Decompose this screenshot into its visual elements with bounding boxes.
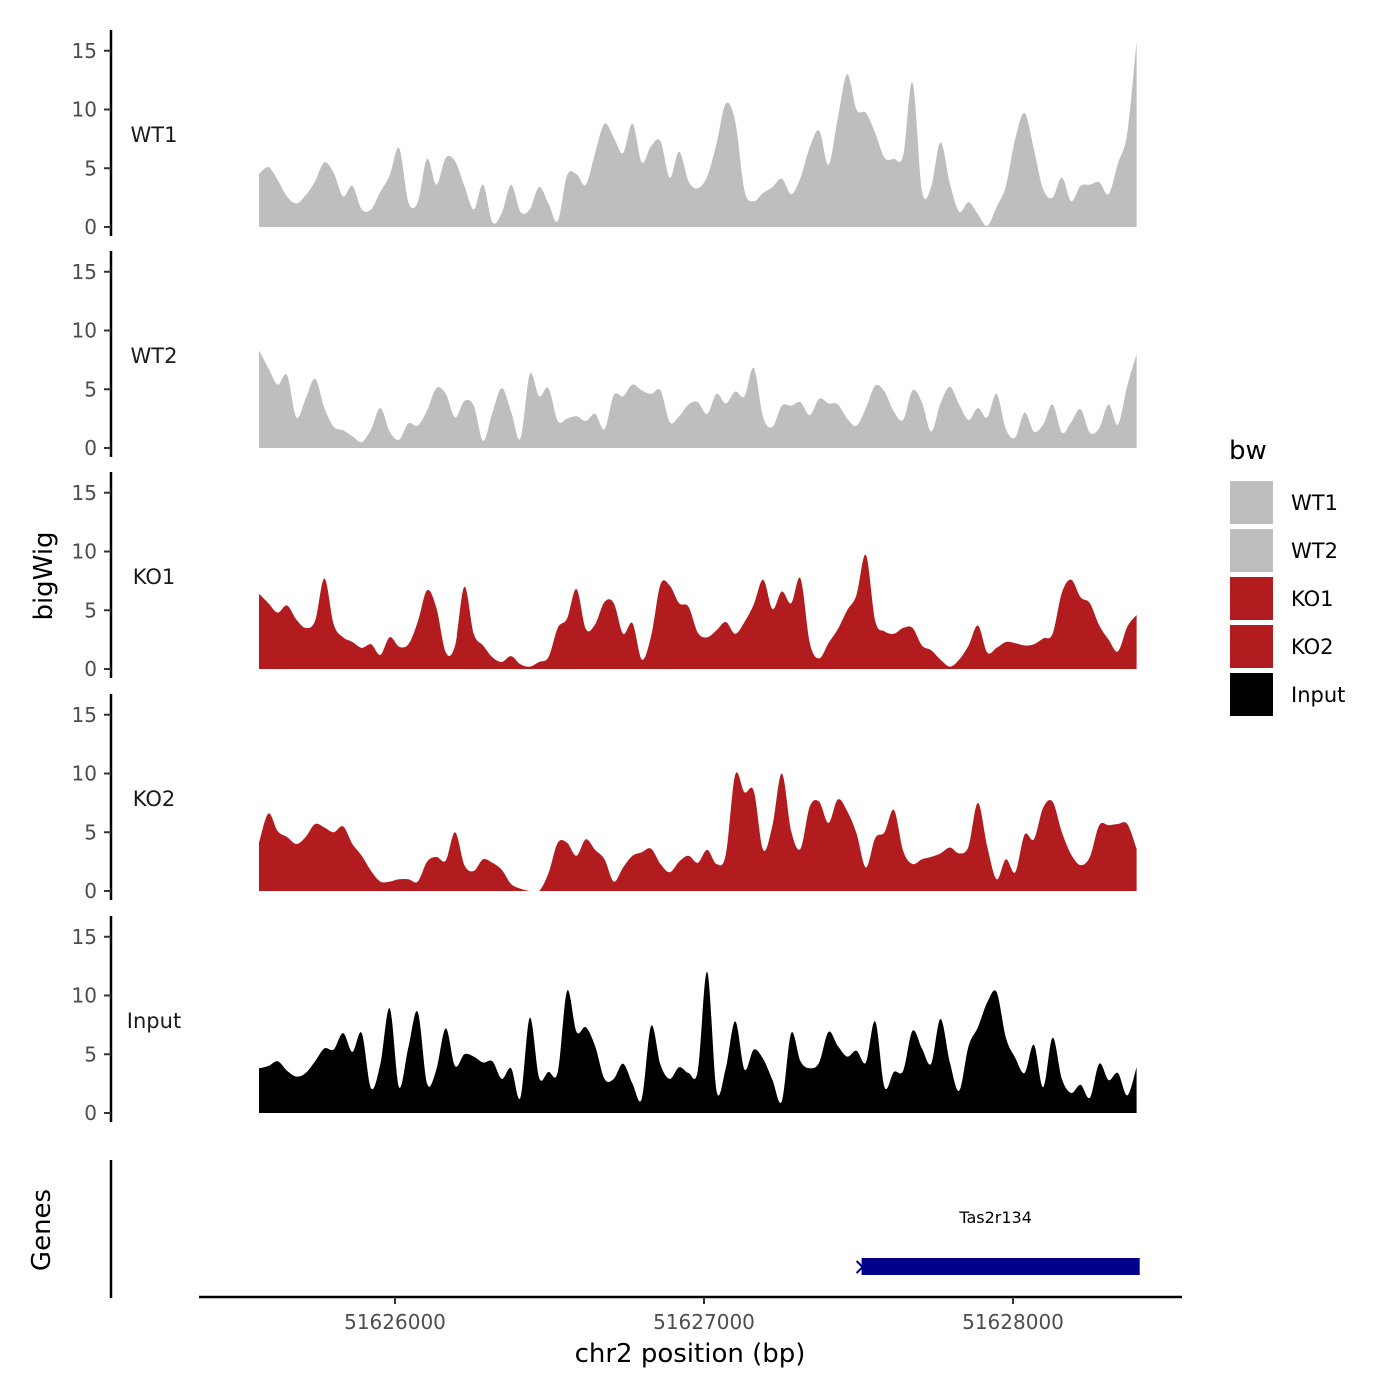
y-tick-label: 10	[72, 319, 97, 343]
y-tick-label: 0	[84, 657, 97, 681]
legend-label: KO2	[1291, 635, 1334, 659]
x-axis-title: chr2 position (bp)	[575, 1339, 806, 1369]
y-tick-label: 10	[72, 540, 97, 564]
legend-swatch-ko1	[1230, 577, 1273, 620]
track-wt1: 0 5 10 15 WT1	[72, 30, 1137, 239]
track-input: 0 5 10 15 Input	[72, 916, 1137, 1125]
y-tick-label: 15	[72, 703, 97, 727]
y-tick-label: 15	[72, 39, 97, 63]
signal-area-wt2	[259, 350, 1137, 448]
signal-area-ko1	[259, 554, 1137, 669]
y-tick-label: 5	[84, 156, 97, 180]
y-tick-label: 0	[84, 879, 97, 903]
y-axis-title: bigWig	[29, 531, 59, 620]
y-tick-label: 0	[84, 215, 97, 239]
track-label: KO2	[133, 787, 176, 811]
signal-area-input	[259, 971, 1137, 1113]
legend-label: KO1	[1291, 587, 1334, 611]
y-tick-label: 15	[72, 260, 97, 284]
y-tick-label: 10	[72, 98, 97, 122]
y-tick-label: 15	[72, 925, 97, 949]
signal-tracks: 0 5 10 15 WT1 0 5 10 15 WT2 0 5 10 15 KO1 0 5 10 15 KO2 0 5 10…	[72, 30, 1137, 1125]
y-tick-label: 10	[72, 984, 97, 1008]
track-ko2: 0 5 10 15 KO2	[72, 694, 1137, 903]
x-tick-label: 51627000	[653, 1310, 755, 1334]
legend-label: WT2	[1291, 539, 1338, 563]
legend-label: Input	[1291, 683, 1345, 707]
x-tick-label: 51626000	[344, 1310, 446, 1334]
genes-panel: Genes Tas2r134	[27, 1160, 1140, 1298]
legend-swatch-input	[1230, 673, 1273, 716]
track-ko1: 0 5 10 15 KO1	[72, 472, 1137, 681]
x-tick-label: 51628000	[962, 1310, 1064, 1334]
track-label: WT2	[131, 344, 178, 368]
legend-swatch-wt1	[1230, 481, 1273, 524]
legend-title: bw	[1229, 436, 1267, 466]
signal-area-wt1	[259, 41, 1137, 227]
legend: bw WT1 WT2 KO1 KO2 Input	[1229, 436, 1345, 716]
y-tick-label: 0	[84, 1101, 97, 1125]
track-wt2: 0 5 10 15 WT2	[72, 251, 1137, 460]
legend-swatch-wt2	[1230, 529, 1273, 572]
y-tick-label: 5	[84, 598, 97, 622]
y-tick-label: 0	[84, 436, 97, 460]
y-tick-label: 5	[84, 377, 97, 401]
track-label: Input	[127, 1009, 181, 1033]
signal-area-ko2	[259, 772, 1137, 891]
gene-label: Tas2r134	[958, 1208, 1032, 1227]
gene-body	[861, 1258, 1140, 1275]
y-tick-label: 10	[72, 762, 97, 786]
legend-label: WT1	[1291, 491, 1338, 515]
y-tick-label: 5	[84, 1042, 97, 1066]
x-axis: 51626000 51627000 51628000 chr2 position (…	[199, 1295, 1182, 1369]
genes-axis-title: Genes	[27, 1189, 57, 1271]
y-tick-label: 15	[72, 481, 97, 505]
track-label: WT1	[131, 123, 178, 147]
legend-swatch-ko2	[1230, 625, 1273, 668]
track-label: KO1	[133, 565, 176, 589]
y-tick-label: 5	[84, 820, 97, 844]
gene-strand-marker	[855, 1260, 864, 1274]
